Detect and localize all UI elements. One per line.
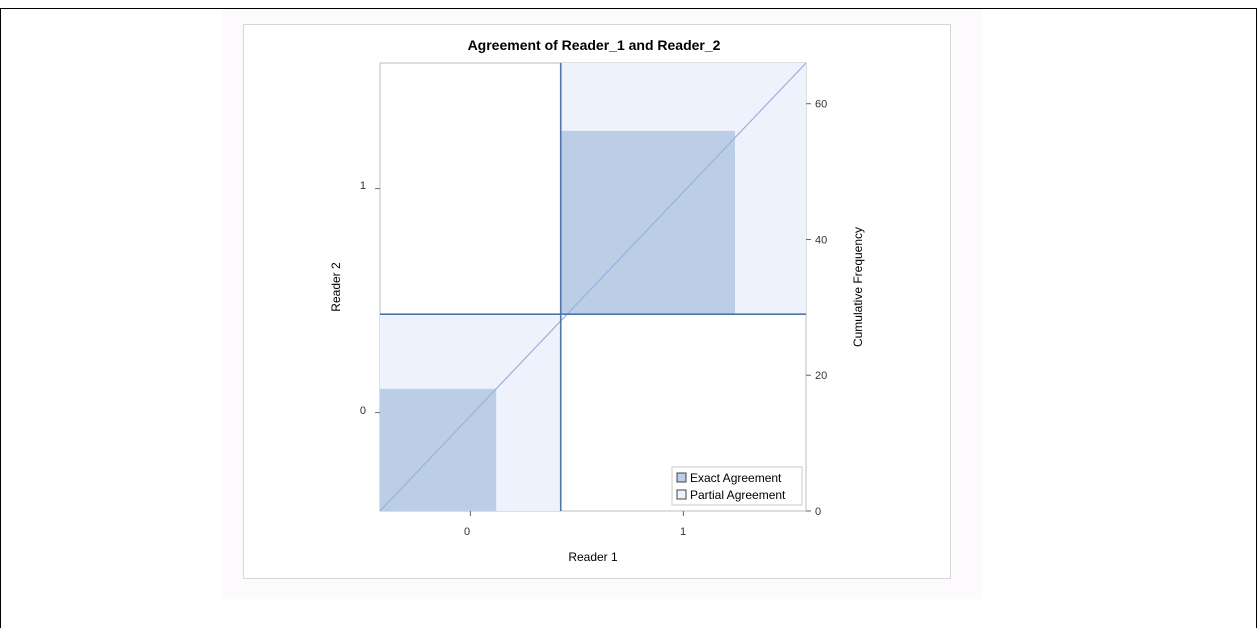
y2-axis-label: Cumulative Frequency [851,227,865,347]
legend: Exact Agreement Partial Agreement [672,467,802,505]
plot-area [375,63,806,516]
y-axis-label: Reader 2 [329,262,343,312]
x-axis-label: Reader 1 [568,550,618,564]
legend-swatch-exact [677,473,686,482]
x-tick-label-0: 0 [464,526,470,538]
legend-label-exact: Exact Agreement [690,471,782,485]
legend-swatch-partial [677,490,686,499]
x-tick-label-1: 1 [680,526,686,538]
y2-tick-label-60: 60 [815,99,827,111]
y2-tick-label-40: 40 [815,234,827,246]
legend-label-partial: Partial Agreement [690,488,786,502]
y-tick-label-0: 0 [360,405,366,417]
chart-title: Agreement of Reader_1 and Reader_2 [468,37,721,53]
y2-tick-label-20: 20 [815,370,827,382]
y-tick-label-1: 1 [360,180,366,192]
exact-agreement-box-1 [561,131,735,314]
y2-tick-label-0: 0 [815,506,821,518]
y2-axis-ticks: 0 20 40 60 [806,99,827,518]
